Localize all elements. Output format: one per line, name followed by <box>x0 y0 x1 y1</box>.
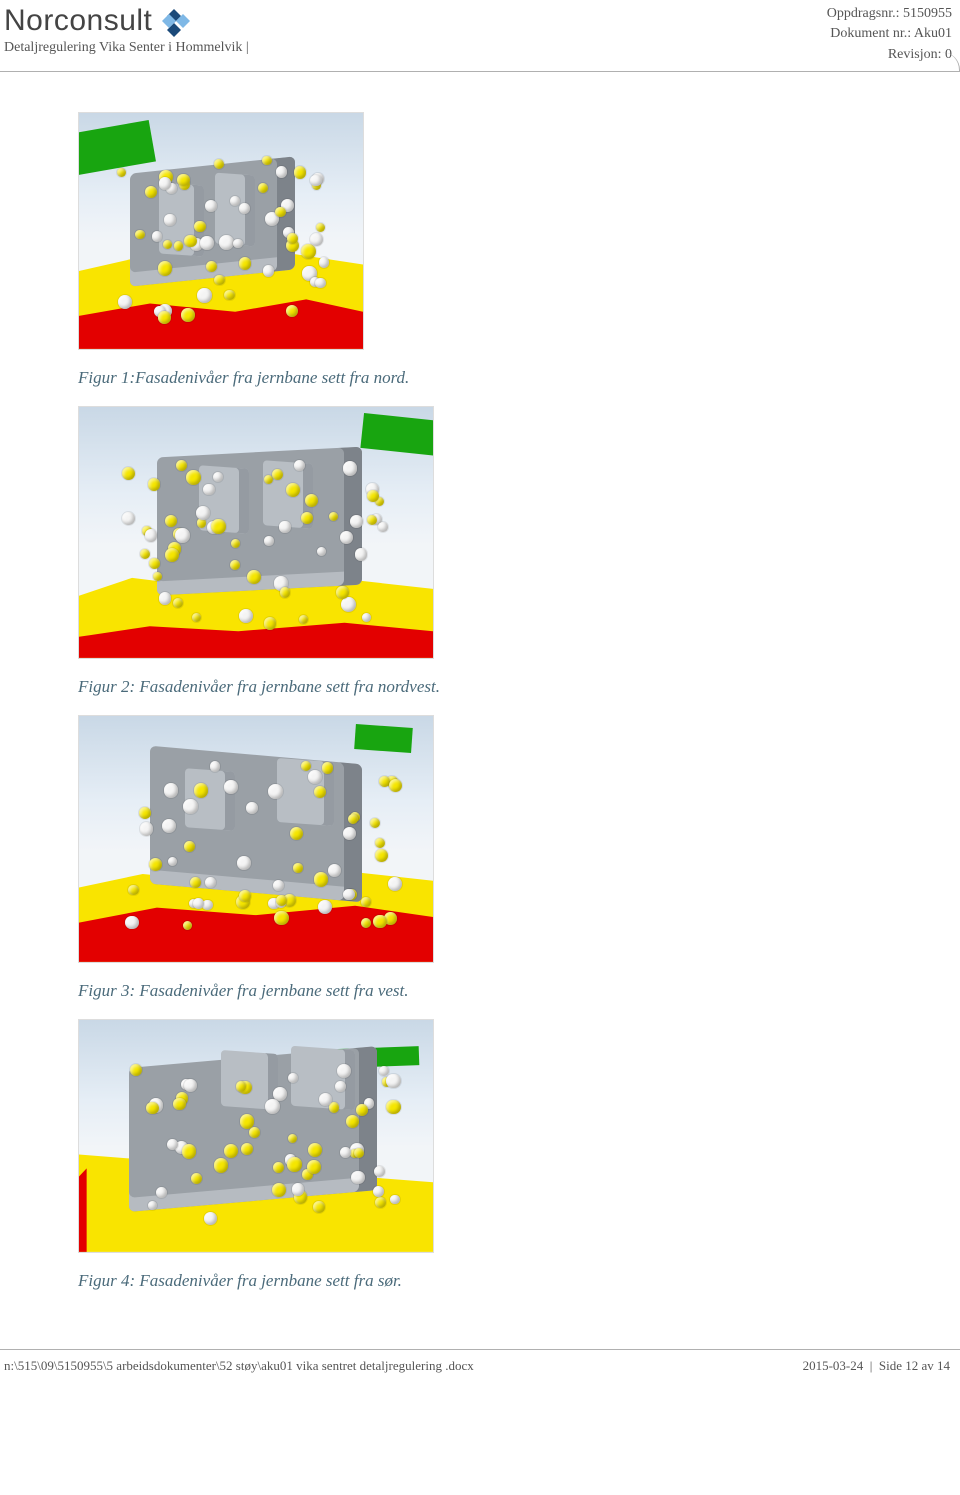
figure-3-caption: Figur 3: Fasadenivåer fra jernbane sett … <box>78 981 882 1001</box>
figure-4-caption: Figur 4: Fasadenivåer fra jernbane sett … <box>78 1271 882 1291</box>
figure-4: Figur 4: Fasadenivåer fra jernbane sett … <box>78 1019 882 1291</box>
header-meta: Oppdragsnr.: 5150955 Dokument nr.: Aku01… <box>827 4 952 65</box>
figure-1-caption: Figur 1:Fasadenivåer fra jernbane sett f… <box>78 368 882 388</box>
logo-row: Norconsult <box>4 4 249 38</box>
meta-dokument: Dokument nr.: Aku01 <box>827 24 952 44</box>
meta-dokument-value: Aku01 <box>914 26 952 41</box>
meta-revisjon-label: Revisjon: <box>888 47 942 62</box>
figure-2-image <box>78 406 434 659</box>
footer-page: Side 12 av 14 <box>879 1358 950 1373</box>
footer-date: 2015-03-24 <box>803 1358 864 1373</box>
figure-3-dots <box>79 716 433 962</box>
meta-revisjon-value: 0 <box>945 47 952 62</box>
page-content: Figur 1:Fasadenivåer fra jernbane sett f… <box>0 72 960 1329</box>
norconsult-logo-icon <box>158 5 190 37</box>
figure-1: Figur 1:Fasadenivåer fra jernbane sett f… <box>78 112 882 388</box>
meta-oppdragsnr-label: Oppdragsnr.: <box>827 6 900 21</box>
footer-right: 2015-03-24 | Side 12 av 14 <box>803 1358 950 1374</box>
company-name: Norconsult <box>4 4 152 38</box>
meta-oppdragsnr-value: 5150955 <box>903 6 952 21</box>
figure-1-image <box>78 112 364 350</box>
figure-4-dots <box>79 1020 433 1252</box>
figure-3: Figur 3: Fasadenivåer fra jernbane sett … <box>78 715 882 1001</box>
meta-dokument-label: Dokument nr.: <box>830 26 911 41</box>
header-left: Norconsult Detaljregulering Vika Senter … <box>4 4 249 56</box>
figure-1-dots <box>79 113 363 349</box>
document-subtitle: Detaljregulering Vika Senter i Hommelvik… <box>4 40 249 56</box>
page-header: Norconsult Detaljregulering Vika Senter … <box>0 0 960 72</box>
page: Norconsult Detaljregulering Vika Senter … <box>0 0 960 1378</box>
meta-oppdragsnr: Oppdragsnr.: 5150955 <box>827 4 952 24</box>
figure-2: Figur 2: Fasadenivåer fra jernbane sett … <box>78 406 882 697</box>
figure-2-caption: Figur 2: Fasadenivåer fra jernbane sett … <box>78 677 882 697</box>
page-footer: n:\515\09\5150955\5 arbeidsdokumenter\52… <box>0 1349 960 1378</box>
figure-4-image <box>78 1019 434 1253</box>
figure-2-dots <box>79 407 433 658</box>
footer-path: n:\515\09\5150955\5 arbeidsdokumenter\52… <box>4 1358 474 1374</box>
figure-3-image <box>78 715 434 963</box>
meta-revisjon: Revisjon: 0 <box>827 45 952 65</box>
